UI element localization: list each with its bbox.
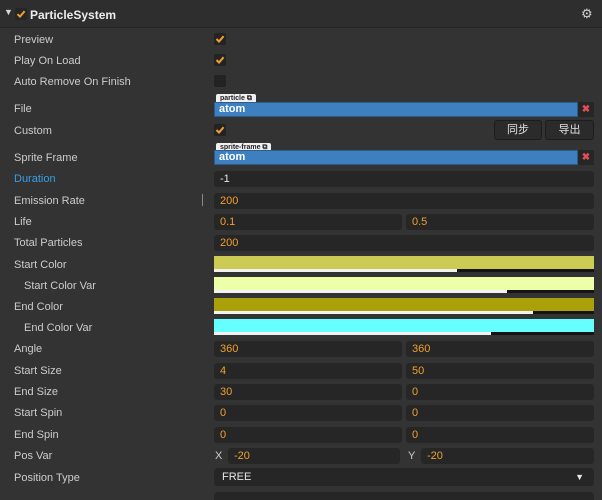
sprite-frame-asset-field[interactable]: atom <box>214 150 578 165</box>
end-color-alpha-fill <box>214 311 534 314</box>
end-color-var-alpha-fill <box>214 332 492 335</box>
start-color-swatch[interactable] <box>214 256 594 270</box>
custom-checkbox[interactable] <box>214 124 226 136</box>
component-enabled-checkbox[interactable] <box>15 8 27 20</box>
checkmark-icon <box>215 126 225 134</box>
start-spin-label: Start Spin <box>14 407 63 419</box>
sprite-frame-tag-text: sprite-frame <box>220 144 261 151</box>
sprite-frame-label: Sprite Frame <box>14 152 78 164</box>
end-color-var-label: End Color Var <box>24 322 93 334</box>
end-color-var-alpha-bar <box>214 332 594 335</box>
export-button[interactable]: 导出 <box>545 120 594 140</box>
position-type-label: Position Type <box>14 472 80 484</box>
position-type-value: FREE <box>222 471 252 483</box>
angle-input[interactable]: 360 <box>214 341 402 357</box>
start-spin-var-input[interactable]: 0 <box>406 405 594 421</box>
end-color-alpha-bar <box>214 311 594 314</box>
sprite-frame-asset-type-tag: sprite-frame ⧉ <box>216 143 272 152</box>
sync-button[interactable]: 同步 <box>494 120 542 140</box>
start-size-label: Start Size <box>14 365 62 377</box>
start-spin-input[interactable]: 0 <box>214 405 402 421</box>
start-color-alpha-bar <box>214 269 594 272</box>
play-on-load-checkbox[interactable] <box>214 54 226 66</box>
resize-handle[interactable] <box>202 194 203 206</box>
pos-var-y-input[interactable]: -20 <box>421 448 594 464</box>
end-color-label: End Color <box>14 301 63 313</box>
end-size-label: End Size <box>14 386 59 398</box>
start-color-var-alpha-fill <box>214 290 507 293</box>
auto-remove-checkbox[interactable] <box>214 75 226 87</box>
start-color-var-label: Start Color Var <box>24 280 96 292</box>
chevron-down-icon: ▼ <box>575 472 584 482</box>
checkmark-icon <box>215 35 225 43</box>
checkmark-icon <box>16 10 26 19</box>
pos-var-x-input[interactable]: -20 <box>228 448 400 464</box>
angle-label: Angle <box>14 343 43 355</box>
component-title: ParticleSystem <box>30 8 117 22</box>
custom-label: Custom <box>14 125 52 137</box>
preview-label: Preview <box>14 34 54 46</box>
end-size-input[interactable]: 30 <box>214 384 402 400</box>
start-color-var-swatch[interactable] <box>214 277 594 291</box>
start-color-label: Start Color <box>14 259 67 271</box>
sprite-frame-clear-icon[interactable]: ✖ <box>578 150 594 165</box>
play-on-load-label: Play On Load <box>14 55 81 67</box>
end-color-swatch[interactable] <box>214 298 594 312</box>
pos-var-x-label: X <box>215 450 223 462</box>
end-spin-label: End Spin <box>14 429 59 441</box>
next-field-partial <box>214 492 594 500</box>
auto-remove-label: Auto Remove On Finish <box>14 76 131 88</box>
gear-icon[interactable]: ⚙ <box>581 6 593 21</box>
file-clear-icon[interactable]: ✖ <box>578 102 594 117</box>
emission-rate-input[interactable]: 200 <box>214 193 594 209</box>
end-size-var-input[interactable]: 0 <box>406 384 594 400</box>
start-color-alpha-fill <box>214 269 458 272</box>
file-tag-text: particle <box>220 95 245 102</box>
life-label: Life <box>14 216 32 228</box>
preview-checkbox[interactable] <box>214 33 226 45</box>
end-spin-var-input[interactable]: 0 <box>406 427 594 443</box>
collapse-arrow-icon[interactable]: ▼ <box>4 7 13 17</box>
total-particles-input[interactable]: 200 <box>214 235 594 251</box>
file-asset-type-tag: particle ⧉ <box>216 94 256 103</box>
total-particles-label: Total Particles <box>14 237 83 249</box>
pos-var-y-label: Y <box>408 450 416 462</box>
start-size-var-input[interactable]: 50 <box>406 363 594 379</box>
checkmark-icon <box>215 56 225 64</box>
duration-label: Duration <box>14 173 56 185</box>
pos-var-label: Pos Var <box>14 450 53 462</box>
emission-rate-label: Emission Rate <box>14 195 85 207</box>
file-asset-field[interactable]: atom <box>214 102 578 117</box>
file-label: File <box>14 103 32 115</box>
component-header: ▼ ParticleSystem ⚙ <box>0 0 602 28</box>
angle-var-input[interactable]: 360 <box>406 341 594 357</box>
life-input[interactable]: 0.1 <box>214 214 402 230</box>
end-spin-input[interactable]: 0 <box>214 427 402 443</box>
life-var-input[interactable]: 0.5 <box>406 214 594 230</box>
start-color-var-alpha-bar <box>214 290 594 293</box>
start-size-input[interactable]: 4 <box>214 363 402 379</box>
duration-input[interactable]: -1 <box>214 171 594 187</box>
end-color-var-swatch[interactable] <box>214 319 594 333</box>
position-type-select[interactable]: FREE ▼ <box>214 468 594 486</box>
